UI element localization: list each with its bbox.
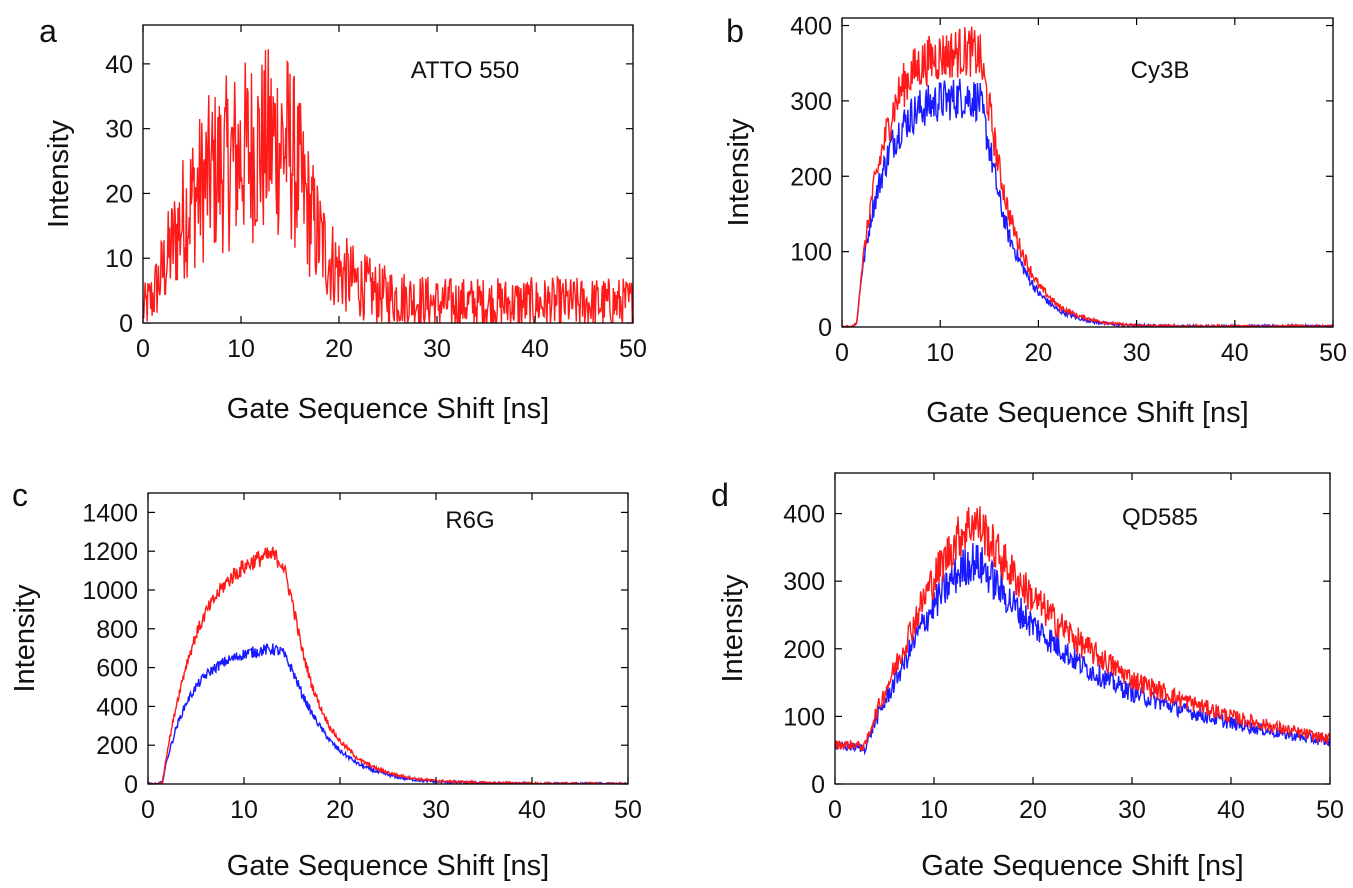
panel-letter: a [39, 13, 57, 49]
series-line-c-1 [148, 643, 628, 784]
x-tick-label: 30 [1118, 796, 1146, 824]
y-tick-label: 1200 [82, 538, 138, 566]
y-tick-label: 1000 [82, 577, 138, 605]
y-tick-label: 200 [96, 732, 138, 760]
x-tick-label: 10 [230, 796, 258, 824]
y-tick-label: 300 [790, 88, 832, 116]
x-tick-label: 40 [521, 335, 549, 363]
chart-panel-d: 0 10 20 30 40 50 0 100 200 300 400 Gate Sequence Sh… [711, 472, 1344, 882]
x-tick-label: 10 [926, 339, 954, 367]
x-tick-label: 50 [619, 335, 647, 363]
x-tick-label: 30 [423, 335, 451, 363]
x-tick-label: 50 [614, 796, 642, 824]
y-axis-label: Intensity [717, 574, 749, 682]
x-tick-label: 40 [1217, 796, 1245, 824]
y-tick-label: 1400 [82, 499, 138, 527]
x-tick-label: 40 [518, 796, 546, 824]
y-tick-label: 0 [119, 310, 133, 338]
y-tick-label: 800 [96, 616, 138, 644]
plot-frame-b [841, 17, 1334, 328]
x-axis-label: Gate Sequence Shift [ns] [227, 850, 549, 882]
y-tick-label: 100 [783, 703, 825, 731]
x-tick-label: 0 [835, 339, 849, 367]
y-tick-label: 400 [96, 693, 138, 721]
panel-annotation: Cy3B [1131, 57, 1190, 84]
x-tick-label: 0 [828, 796, 842, 824]
y-tick-label: 400 [783, 501, 825, 529]
x-tick-label: 20 [325, 335, 353, 363]
x-tick-label: 0 [141, 796, 155, 824]
y-tick-label: 400 [790, 13, 832, 41]
x-tick-label: 40 [1221, 339, 1249, 367]
series-line-b-2 [842, 26, 1333, 327]
x-tick-label: 10 [227, 335, 255, 363]
y-tick-label: 0 [818, 314, 832, 342]
chart-panel-a: 0 10 20 30 40 50 0 10 20 30 40 Gate Sequence Shift … [39, 13, 647, 425]
y-tick-label: 100 [790, 239, 832, 267]
series-line-c-2 [148, 546, 628, 784]
x-tick-label: 50 [1319, 339, 1347, 367]
y-tick-label: 20 [105, 180, 133, 208]
x-axis-label: Gate Sequence Shift [ns] [926, 397, 1248, 429]
y-tick-label: 0 [124, 771, 138, 799]
panel-letter: b [726, 13, 744, 49]
x-axis-label: Gate Sequence Shift [ns] [227, 393, 549, 425]
panel-letter: c [12, 477, 28, 513]
x-tick-label: 20 [1019, 796, 1047, 824]
x-tick-label: 20 [1024, 339, 1052, 367]
chart-panel-b: 0 10 20 30 40 50 0 100 200 300 400 Gate Sequence Sh… [723, 13, 1347, 429]
y-axis-label: Intensity [43, 120, 75, 228]
panel-annotation: QD585 [1122, 504, 1198, 531]
x-tick-label: 0 [136, 335, 150, 363]
x-axis-label: Gate Sequence Shift [ns] [921, 850, 1243, 882]
series-line-d-1 [835, 542, 1330, 756]
y-tick-label: 0 [811, 771, 825, 799]
series-line-d-2 [835, 506, 1330, 752]
y-axis-label: Intensity [9, 584, 41, 692]
panel-annotation: R6G [445, 507, 494, 534]
x-tick-label: 30 [1123, 339, 1151, 367]
y-tick-label: 200 [783, 636, 825, 664]
y-tick-label: 40 [105, 51, 133, 79]
chart-panel-c: 0 10 20 30 40 50 0 200 400 600 800 1000 1200 1400 Gate… [9, 477, 642, 882]
y-tick-label: 30 [105, 116, 133, 144]
y-tick-label: 600 [96, 655, 138, 683]
panel-annotation: ATTO 550 [411, 57, 520, 84]
y-axis-label: Intensity [723, 118, 755, 226]
series-line-b-1 [842, 78, 1333, 327]
x-tick-label: 10 [920, 796, 948, 824]
y-tick-label: 200 [790, 163, 832, 191]
x-tick-label: 20 [326, 796, 354, 824]
x-tick-label: 30 [422, 796, 450, 824]
series-line-a-1 [143, 49, 633, 323]
y-tick-label: 300 [783, 568, 825, 596]
plot-frame-a [142, 24, 634, 324]
y-tick-label: 10 [105, 245, 133, 273]
panel-letter: d [711, 477, 729, 513]
x-tick-label: 50 [1316, 796, 1344, 824]
plot-frame-c [147, 492, 629, 785]
plot-frame-d [834, 472, 1331, 785]
